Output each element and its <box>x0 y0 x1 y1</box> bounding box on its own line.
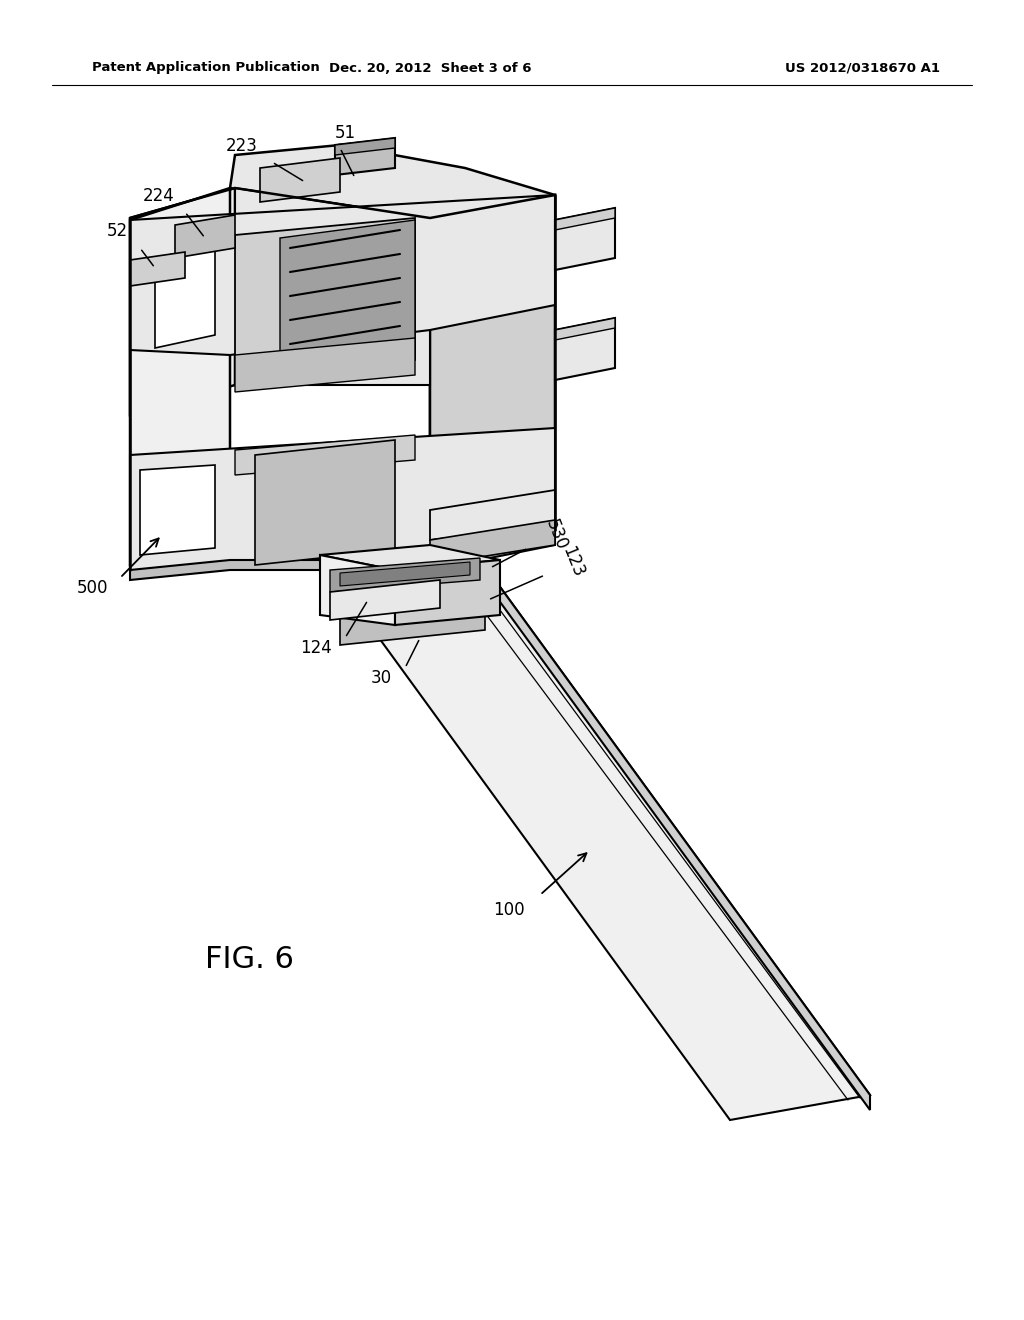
Polygon shape <box>340 601 485 645</box>
Polygon shape <box>319 554 395 624</box>
Text: 530: 530 <box>542 517 570 553</box>
Polygon shape <box>130 187 230 565</box>
Text: 100: 100 <box>494 902 525 919</box>
Polygon shape <box>555 209 615 230</box>
Polygon shape <box>230 145 555 218</box>
Polygon shape <box>335 139 395 176</box>
Text: 51: 51 <box>335 124 356 143</box>
Polygon shape <box>130 195 555 355</box>
Text: 500: 500 <box>77 579 108 597</box>
Polygon shape <box>555 318 615 380</box>
Polygon shape <box>335 139 395 154</box>
Polygon shape <box>255 440 395 565</box>
Text: FIG. 6: FIG. 6 <box>205 945 294 974</box>
Polygon shape <box>555 318 615 341</box>
Polygon shape <box>260 158 340 202</box>
Polygon shape <box>234 436 415 475</box>
Polygon shape <box>130 187 234 414</box>
Polygon shape <box>340 562 470 586</box>
Polygon shape <box>430 490 555 540</box>
Polygon shape <box>280 220 415 375</box>
Text: 224: 224 <box>143 187 175 205</box>
Text: Patent Application Publication: Patent Application Publication <box>92 62 319 74</box>
Polygon shape <box>330 558 480 591</box>
Polygon shape <box>234 338 415 392</box>
Polygon shape <box>319 545 500 570</box>
Polygon shape <box>430 195 555 554</box>
Text: 223: 223 <box>226 137 258 154</box>
Text: US 2012/0318670 A1: US 2012/0318670 A1 <box>785 62 940 74</box>
Text: 52: 52 <box>106 222 128 240</box>
Polygon shape <box>130 252 185 286</box>
Polygon shape <box>234 187 430 385</box>
Polygon shape <box>355 579 870 1119</box>
Polygon shape <box>175 215 234 257</box>
Text: 124: 124 <box>300 639 332 657</box>
Polygon shape <box>130 428 555 570</box>
Text: Dec. 20, 2012  Sheet 3 of 6: Dec. 20, 2012 Sheet 3 of 6 <box>329 62 531 74</box>
Polygon shape <box>130 531 555 579</box>
Polygon shape <box>155 246 215 348</box>
Text: 30: 30 <box>371 669 392 686</box>
Polygon shape <box>430 195 555 455</box>
Text: 123: 123 <box>558 544 587 581</box>
Polygon shape <box>355 579 495 620</box>
Polygon shape <box>495 579 870 1110</box>
Polygon shape <box>234 218 415 378</box>
Polygon shape <box>140 465 215 554</box>
Polygon shape <box>430 520 555 565</box>
Polygon shape <box>330 579 440 620</box>
Polygon shape <box>555 209 615 271</box>
Polygon shape <box>395 560 500 624</box>
